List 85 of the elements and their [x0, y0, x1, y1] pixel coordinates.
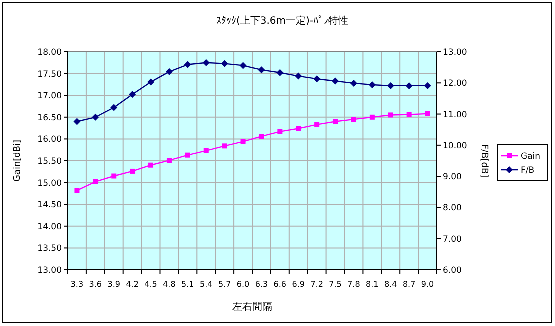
y-tick-label: 18.00 — [38, 48, 62, 58]
point — [130, 168, 136, 174]
y-tick-label: 17.00 — [38, 92, 62, 102]
y2-tick-label: 10.00 — [443, 141, 468, 152]
point — [296, 126, 302, 132]
y-tick-label: 14.50 — [38, 200, 62, 211]
point — [276, 69, 284, 76]
x-tick-label: 5.1 — [182, 280, 194, 289]
x-tick-label: 4.5 — [144, 280, 158, 289]
x-tick-label: 5.4 — [200, 280, 213, 289]
legend-label: F/B — [521, 166, 535, 176]
x-tick-label: 6.3 — [255, 280, 268, 289]
point — [425, 111, 430, 116]
x-tick-label: 7.2 — [310, 280, 324, 289]
point — [258, 66, 266, 74]
point — [240, 139, 246, 144]
y-tick-label: 14.00 — [38, 222, 62, 232]
point — [74, 118, 81, 126]
y2-axis-title: F/B[dB] — [479, 144, 489, 178]
point — [406, 82, 413, 90]
x-tick-label: 5.7 — [218, 280, 232, 289]
point — [166, 68, 173, 76]
y-tick-label: 13.50 — [38, 244, 62, 254]
point — [92, 114, 100, 121]
y2-tick-label: 9.00 — [443, 172, 462, 183]
y-tick-label: 17.50 — [38, 70, 62, 80]
y2-tick-label: 8.00 — [443, 204, 462, 214]
x-tick-label: 7.8 — [348, 280, 360, 289]
point — [185, 152, 190, 158]
x-tick-label: 4.8 — [163, 280, 176, 289]
point — [148, 162, 154, 168]
x-tick-label: 6.9 — [292, 280, 305, 289]
point — [110, 104, 118, 112]
y-tick-label: 16.50 — [38, 113, 62, 124]
y2-tick-label: 13.00 — [443, 48, 468, 58]
y-tick-label: 16.00 — [38, 135, 62, 146]
x-tick-label: 8.1 — [366, 280, 379, 289]
x-tick-label: 6.6 — [274, 280, 287, 289]
point — [129, 91, 136, 98]
y-tick-label: 15.00 — [38, 178, 62, 189]
point — [314, 122, 320, 128]
point — [424, 82, 432, 90]
x-axis-title: 左右間隔 — [232, 301, 272, 313]
y2-tick-label: 12.00 — [443, 79, 468, 90]
point — [314, 76, 321, 83]
point — [406, 112, 412, 118]
point — [148, 78, 155, 86]
point — [332, 78, 340, 85]
point — [368, 82, 376, 89]
y2-tick-label: 6.00 — [443, 266, 462, 276]
point — [278, 129, 283, 134]
point — [112, 174, 117, 179]
point — [370, 114, 375, 120]
x-tick-label: 9.0 — [421, 280, 434, 289]
point — [333, 119, 338, 124]
point — [74, 188, 80, 194]
x-tick-label: 6.0 — [236, 280, 250, 289]
point — [184, 61, 192, 68]
point — [387, 82, 394, 90]
point — [351, 117, 356, 122]
point — [221, 60, 228, 68]
x-tick-label: 3.6 — [89, 280, 102, 289]
x-tick-label: 7.5 — [329, 280, 342, 289]
point — [166, 158, 172, 164]
x-tick-label: 8.4 — [384, 280, 398, 289]
point — [350, 80, 358, 87]
y-axis-title: Gain[dBi] — [13, 140, 23, 182]
y2-tick-label: 7.00 — [443, 234, 462, 245]
y-tick-label: 13.00 — [38, 266, 62, 276]
y2-tick-label: 11.00 — [443, 110, 468, 120]
x-tick-label: 3.9 — [108, 280, 120, 289]
point — [202, 59, 210, 66]
x-tick-label: 3.3 — [70, 280, 84, 289]
point — [295, 72, 302, 80]
x-tick-label: 4.2 — [126, 280, 139, 289]
point — [240, 62, 247, 70]
point — [204, 148, 209, 154]
legend-label: Gain — [521, 152, 541, 162]
point — [259, 134, 264, 140]
point — [93, 179, 98, 184]
point — [388, 112, 394, 118]
chart-title: ｽﾀｯｸ(上下3.6m一定)-ﾊﾟﾗ特性 — [216, 15, 349, 27]
point — [222, 144, 228, 149]
x-tick-label: 8.7 — [402, 280, 416, 289]
y-tick-label: 15.50 — [38, 157, 62, 167]
